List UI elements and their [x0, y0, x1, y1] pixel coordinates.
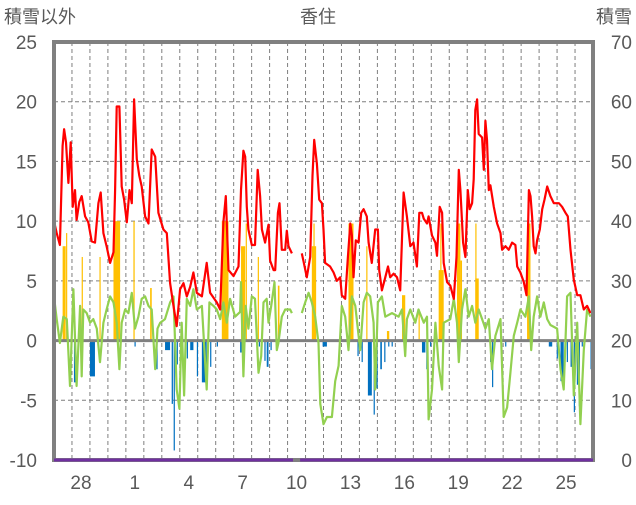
right-tick-label: 40 — [611, 212, 632, 233]
x-tick-label: 19 — [448, 473, 469, 494]
x-tick-label: 13 — [340, 473, 361, 494]
blue-bar — [264, 340, 266, 361]
yellow-bar — [527, 223, 531, 341]
blue-bar — [190, 340, 194, 351]
blue-bar — [367, 340, 372, 396]
left-tick-label: 25 — [16, 33, 37, 54]
blue-bar — [210, 340, 212, 367]
yellow-bar — [418, 309, 420, 341]
yellow-bar — [62, 246, 66, 341]
left-tick-label: -10 — [10, 451, 37, 472]
blue-bar — [258, 340, 261, 347]
yellow-bar — [456, 223, 461, 341]
blue-bar — [270, 340, 272, 351]
right-tick-label: 30 — [611, 272, 632, 293]
blue-bar — [505, 340, 507, 347]
blue-bar — [173, 340, 175, 451]
blue-bar — [430, 340, 432, 347]
right-axis-title: 積雪 — [596, 7, 632, 27]
blue-bar — [380, 340, 382, 370]
yellow-bar — [81, 256, 83, 341]
blue-bar — [186, 340, 188, 359]
series-lines — [52, 98, 592, 426]
yellow-bar — [277, 285, 280, 341]
yellow-bar — [133, 221, 135, 341]
blue-bar — [581, 340, 583, 347]
blue-bar — [89, 340, 95, 377]
left-tick-label: -5 — [20, 391, 37, 412]
left-tick-label: 5 — [26, 272, 37, 293]
x-tick-label: 22 — [502, 473, 523, 494]
blue-bar — [176, 340, 178, 365]
blue-bar — [566, 340, 568, 363]
x-tick-label: 10 — [286, 473, 307, 494]
blue-bar — [240, 340, 242, 353]
right-tick-label: 0 — [621, 451, 632, 472]
x-tick-label: 28 — [70, 473, 91, 494]
blue-bar — [388, 340, 390, 347]
x-tick-label: 7 — [237, 473, 248, 494]
blue-bar — [421, 340, 426, 353]
blue-bar — [548, 340, 553, 347]
green-series-line — [52, 281, 592, 426]
blue-bar — [357, 340, 359, 357]
red-series-line — [52, 98, 592, 328]
yellow-bar — [440, 223, 442, 341]
x-tick-label: 1 — [130, 473, 141, 494]
yellow-bar — [113, 221, 121, 341]
x-tick-label: 25 — [555, 473, 576, 494]
blue-bar — [196, 340, 199, 377]
blue-bar — [556, 340, 558, 359]
yellow-bar — [460, 260, 463, 341]
yellow-bar — [245, 223, 247, 341]
left-tick-label: 10 — [16, 212, 37, 233]
yellow-bar — [313, 223, 315, 341]
right-tick-label: 70 — [611, 33, 632, 54]
left-tick-label: 20 — [16, 93, 37, 114]
blue-bar — [216, 340, 218, 347]
blue-bar — [391, 340, 393, 347]
right-tick-label: 60 — [611, 93, 632, 114]
yellow-bar — [241, 246, 246, 341]
blue-bar — [361, 340, 363, 363]
blue-bar — [134, 340, 136, 347]
right-tick-label: 20 — [611, 332, 632, 353]
yellow-bar — [221, 221, 229, 341]
blue-bar — [560, 340, 564, 382]
blue-bar — [376, 340, 378, 389]
x-tick-label: 16 — [394, 473, 415, 494]
blue-bar — [266, 340, 269, 367]
yellow-bar — [475, 278, 479, 341]
x-tick-label: 4 — [183, 473, 194, 494]
left-tick-label: 0 — [26, 332, 37, 353]
yellow-bar — [348, 223, 354, 341]
yellow-bar — [66, 233, 68, 341]
right-tick-label: 50 — [611, 152, 632, 173]
yellow-bar — [99, 256, 101, 341]
blue-bar — [570, 340, 573, 367]
left-tick-label: 15 — [16, 152, 37, 173]
blue-bar — [171, 340, 173, 404]
blue-bar — [165, 340, 171, 351]
blue-bar — [322, 340, 327, 347]
yellow-bar — [257, 256, 259, 341]
right-tick-label: 10 — [611, 391, 632, 412]
chart-title: 香住 — [300, 7, 336, 27]
blue-bar — [384, 340, 386, 363]
left-axis-title: 積雪以外 — [4, 7, 76, 27]
yellow-bar — [386, 331, 390, 341]
